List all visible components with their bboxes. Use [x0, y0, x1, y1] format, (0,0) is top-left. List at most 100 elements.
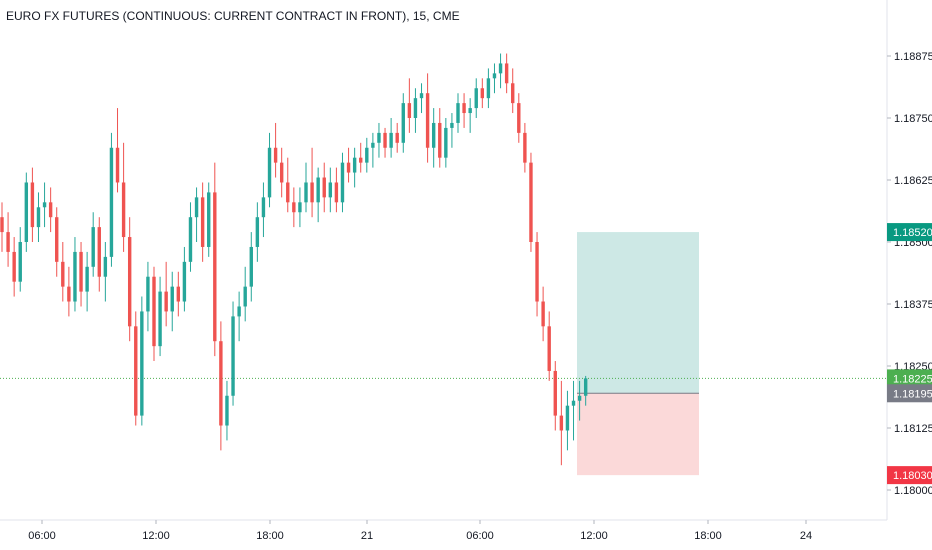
candle-body — [91, 227, 95, 267]
price-tick-label: 1.18625 — [894, 175, 932, 187]
candle-body — [158, 291, 162, 347]
target-zone[interactable] — [577, 232, 699, 394]
candle-body — [310, 182, 314, 203]
candle-body — [219, 341, 223, 426]
candle-body — [577, 395, 582, 401]
candle-body — [286, 182, 290, 203]
candle-body — [182, 261, 187, 302]
candle-body — [334, 182, 339, 203]
candle-body — [322, 177, 326, 198]
candle-body — [304, 182, 308, 203]
candle-body — [134, 326, 138, 416]
price-tick-label: 1.18750 — [894, 113, 932, 125]
candle-body — [340, 162, 345, 203]
price-tick-label: 1.18125 — [894, 423, 932, 435]
candle-body — [42, 202, 47, 208]
candle-body — [407, 103, 412, 118]
candle-body — [176, 286, 181, 302]
price-tick-label: 1.18375 — [894, 299, 932, 311]
candle-body — [462, 103, 466, 114]
candle-body — [535, 242, 539, 302]
candle-body — [30, 182, 35, 228]
time-axis[interactable]: 06:00 12:00 18:00 21 06:00 12:00 18:00 24 — [28, 520, 812, 542]
candle-body — [468, 108, 472, 114]
chart-title: EURO FX FUTURES (CONTINUOUS: CURRENT CON… — [6, 9, 460, 23]
candle-body — [170, 286, 174, 312]
candle-body — [279, 162, 284, 183]
time-tick-label: 18:00 — [694, 530, 722, 542]
candle-body — [225, 395, 229, 426]
candle-body — [36, 207, 41, 228]
candles-layer — [0, 53, 588, 466]
price-tag-entry: 1.18195 — [887, 384, 932, 403]
candle-body — [194, 197, 199, 218]
candle-body — [383, 132, 387, 148]
candle-body — [140, 311, 144, 416]
candle-body — [103, 256, 108, 277]
candle-body — [18, 242, 22, 282]
time-tick-label: 06:00 — [466, 530, 494, 542]
candle-body — [146, 276, 150, 312]
candle-body — [127, 237, 132, 327]
price-axis[interactable]: 1.188751.187501.186251.185001.183751.182… — [887, 51, 932, 497]
candle-body — [438, 122, 442, 158]
price-tag-label: 1.18520 — [893, 227, 932, 239]
candle-body — [571, 400, 576, 406]
candle-body — [352, 157, 357, 173]
candle-body — [498, 63, 503, 74]
time-tick-label: 12:00 — [580, 530, 608, 542]
time-tick-label: 24 — [800, 530, 812, 542]
candle-body — [377, 132, 381, 143]
candle-body — [243, 286, 247, 307]
candle-body — [48, 202, 53, 218]
price-tick-label: 1.18875 — [894, 51, 932, 63]
candle-body — [164, 291, 168, 312]
candle-body — [559, 415, 564, 431]
candle-body — [553, 370, 557, 416]
time-tick-label: 12:00 — [142, 530, 170, 542]
candle-body — [237, 306, 241, 317]
candle-body — [115, 147, 120, 183]
price-tag-bg — [887, 223, 932, 242]
candle-body — [292, 202, 296, 213]
candle-body — [395, 132, 399, 143]
price-tag-bg — [887, 466, 932, 485]
candle-body — [529, 162, 533, 242]
time-tick-label: 18:00 — [256, 530, 284, 542]
candle-body — [504, 63, 509, 84]
stop-zone[interactable] — [577, 393, 699, 476]
candle-body — [365, 147, 369, 163]
candle-body — [359, 157, 363, 163]
candle-body — [517, 103, 521, 133]
candle-body — [231, 316, 235, 396]
candle-body — [413, 98, 418, 118]
candle-body — [0, 217, 4, 233]
candle-body — [450, 122, 454, 128]
candle-body — [316, 177, 320, 203]
candle-body — [401, 103, 405, 143]
candle-body — [541, 301, 545, 327]
candle-body — [431, 122, 436, 148]
candle-body — [583, 378, 588, 396]
candle-body — [61, 261, 65, 287]
candle-body — [267, 147, 272, 198]
candle-body — [298, 202, 302, 213]
candle-body — [200, 197, 205, 247]
price-tag-current: 1.18225 — [887, 369, 932, 388]
price-tag-target: 1.18520 — [887, 223, 932, 242]
candle-body — [73, 251, 77, 302]
position-zones — [577, 232, 699, 476]
candle-body — [6, 232, 10, 252]
candle-body — [511, 83, 515, 104]
candle-body — [109, 147, 114, 257]
candle-body — [24, 182, 29, 242]
candle-body — [121, 182, 126, 238]
candle-body — [480, 88, 485, 99]
time-tick-label: 06:00 — [28, 530, 56, 542]
candle-body — [273, 147, 278, 163]
candle-body — [474, 88, 478, 109]
candle-body — [486, 78, 491, 99]
candle-body — [67, 286, 71, 302]
candle-body — [188, 217, 193, 262]
